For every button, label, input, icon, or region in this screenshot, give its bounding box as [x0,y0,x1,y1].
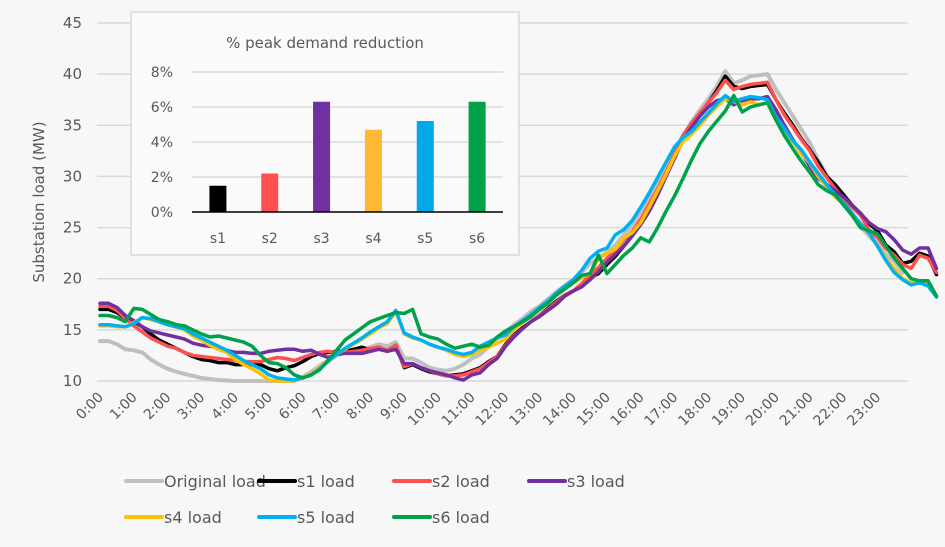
x-tick-label: 16:00 [608,390,648,430]
inset-x-tick-label: s2 [262,231,278,247]
x-tick-label: 10:00 [405,390,445,430]
inset-gridlines [192,71,503,178]
inset-bar-chart: % peak demand reduction 0%2%4%6%8% s1 s2 s… [130,11,520,256]
inset-x-tick-label: s1 [210,231,226,247]
x-tick-label: 21:00 [777,390,817,430]
main-y-tick-labels: 10 15 20 25 30 35 40 45 [63,14,82,390]
x-tick-label: 7:00 [310,390,344,424]
legend-item: s1 load [257,472,355,491]
legend-label: s1 load [297,472,355,491]
inset-y-tick-label: 0% [151,205,173,221]
inset-y-tick-label: 6% [151,100,173,116]
y-tick-label: 20 [63,270,82,288]
x-tick-label: 3:00 [175,390,209,424]
legend-item: s2 load [392,472,490,491]
bar-s2 [261,173,279,212]
y-tick-label: 15 [63,321,82,339]
x-tick-label: 11:00 [439,390,479,430]
x-tick-label: 22:00 [811,390,851,430]
x-tick-label: 19:00 [709,390,749,430]
bar-s3 [313,101,331,212]
x-tick-label: 2:00 [141,390,175,424]
y-tick-label: 30 [63,167,82,185]
y-tick-label: 25 [63,219,82,237]
series-line-s6-load [98,93,939,380]
legend-item: s4 load [124,508,222,527]
main-series-lines [98,69,939,383]
x-tick-label: 5:00 [242,390,276,424]
legend-label: s2 load [432,472,490,491]
inset-x-tick-label: s5 [417,231,433,247]
inset-x-tick-label: s4 [365,231,381,247]
legend-item: s5 load [257,508,355,527]
legend: Original load s1 load s2 load s3 load s4 loa… [124,472,625,527]
y-tick-label: 40 [63,65,82,83]
x-tick-label: 14:00 [540,390,580,430]
main-x-tick-labels: 0:00 1:00 2:00 3:00 4:00 5:00 6:00 7:00 8:00 9:00… [73,390,884,430]
legend-item: s6 load [392,508,490,527]
x-tick-label: 6:00 [276,390,310,424]
inset-y-tick-label: 8% [151,65,173,81]
x-tick-label: 8:00 [344,390,378,424]
x-tick-label: 23:00 [844,390,884,430]
bar-s4 [364,129,382,212]
bar-s5 [416,121,434,212]
inset-title: % peak demand reduction [226,34,424,52]
legend-label: s5 load [297,508,355,527]
series-line-s4-load [98,96,939,383]
legend-label: s4 load [164,508,222,527]
inset-y-tick-labels: 0% 2% 4% 6% 8% [151,65,173,221]
legend-label: Original load [164,472,266,491]
inset-x-tick-labels: s1 s2 s3 s4 s5 s6 [210,231,485,247]
x-tick-label: 13:00 [506,390,546,430]
x-tick-label: 0:00 [73,390,107,424]
legend-label: s3 load [567,472,625,491]
x-tick-label: 17:00 [642,390,682,430]
x-tick-label: 12:00 [473,390,513,430]
inset-x-tick-label: s3 [313,231,329,247]
x-tick-label: 18:00 [675,390,715,430]
y-tick-label: 45 [63,14,82,32]
y-tick-label: 35 [63,116,82,134]
y-axis-label: Substation load (MW) [30,121,48,282]
inset-bars [209,101,486,212]
x-tick-label: 4:00 [208,390,242,424]
x-tick-label: 20:00 [743,390,783,430]
x-tick-label: 15:00 [574,390,614,430]
inset-y-tick-label: 2% [151,170,173,186]
legend-label: s6 load [432,508,490,527]
bar-s6 [468,101,486,212]
legend-item: s3 load [527,472,625,491]
inset-y-tick-label: 4% [151,135,173,151]
legend-item: Original load [124,472,266,491]
x-tick-label: 1:00 [107,390,141,424]
bar-s1 [209,185,227,212]
inset-x-tick-label: s6 [469,231,485,247]
y-tick-label: 10 [63,372,82,390]
